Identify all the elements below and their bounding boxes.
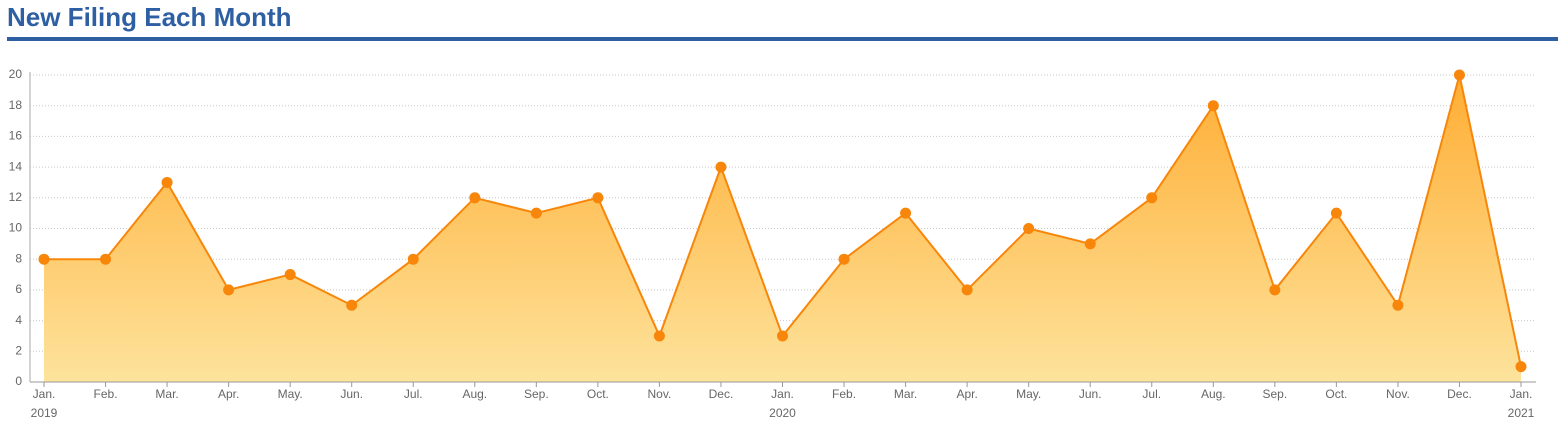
year-label: 2021 (1508, 406, 1535, 420)
data-point (777, 330, 788, 342)
chart-title: New Filing Each Month (7, 2, 292, 32)
y-tick-label: 2 (15, 343, 22, 357)
y-tick-label: 14 (9, 159, 23, 173)
x-tick-label: Jan. (1510, 387, 1533, 401)
data-point (1146, 192, 1158, 204)
data-point (1269, 284, 1281, 296)
data-point (407, 253, 419, 265)
x-tick-label: Dec. (709, 387, 734, 401)
data-point (223, 284, 235, 296)
data-point (1023, 223, 1035, 234)
x-tick-label: Sep. (1262, 387, 1287, 401)
x-tick-label: Apr. (956, 387, 977, 401)
y-tick-label: 20 (9, 67, 23, 81)
y-tick-label: 16 (9, 129, 23, 143)
x-tick-label: Oct. (587, 387, 609, 401)
x-tick-label: Sep. (524, 387, 549, 401)
data-point (100, 253, 112, 265)
y-tick-label: 6 (15, 282, 22, 296)
data-point (1207, 100, 1219, 112)
x-tick-label: Feb. (94, 387, 118, 401)
data-point (346, 299, 358, 311)
data-point (592, 192, 604, 204)
data-point (1515, 361, 1527, 373)
title-underline (7, 37, 1558, 41)
y-tick-label: 12 (9, 190, 23, 204)
data-point (284, 269, 296, 281)
data-point (38, 253, 50, 265)
x-tick-label: Jul. (404, 387, 423, 401)
data-point (715, 161, 727, 173)
x-tick-label: May. (278, 387, 303, 401)
y-tick-label: 10 (9, 221, 23, 235)
data-point (161, 176, 173, 188)
data-point (1392, 299, 1404, 311)
x-tick-label: Jan. (771, 387, 794, 401)
data-point (900, 207, 912, 219)
y-tick-label: 8 (15, 251, 22, 265)
x-tick-label: May. (1016, 387, 1041, 401)
x-tick-label: Oct. (1325, 387, 1347, 401)
x-tick-label: Nov. (1386, 387, 1410, 401)
x-tick-label: Nov. (648, 387, 672, 401)
data-point (961, 284, 973, 296)
x-tick-label: Dec. (1447, 387, 1472, 401)
x-tick-label: Jan. (33, 387, 56, 401)
data-point (530, 207, 542, 219)
x-tick-label: Jun. (1079, 387, 1102, 401)
x-tick-label: Aug. (1201, 387, 1226, 401)
data-point (838, 253, 850, 265)
data-point (1084, 238, 1096, 250)
x-tick-label: Apr. (218, 387, 239, 401)
data-point (469, 192, 481, 204)
y-tick-label: 18 (9, 98, 23, 112)
data-point (1330, 207, 1342, 219)
x-tick-label: Aug. (462, 387, 487, 401)
x-tick-label: Mar. (894, 387, 917, 401)
year-label: 2019 (31, 406, 58, 420)
x-tick-label: Feb. (832, 387, 856, 401)
data-point (653, 330, 665, 342)
y-tick-label: 0 (15, 374, 22, 388)
y-tick-label: 4 (15, 313, 22, 327)
x-tick-label: Jul. (1142, 387, 1161, 401)
year-label: 2020 (769, 406, 796, 420)
x-tick-label: Mar. (155, 387, 178, 401)
area (44, 75, 1521, 382)
data-point (1453, 69, 1465, 81)
x-tick-label: Jun. (340, 387, 363, 401)
